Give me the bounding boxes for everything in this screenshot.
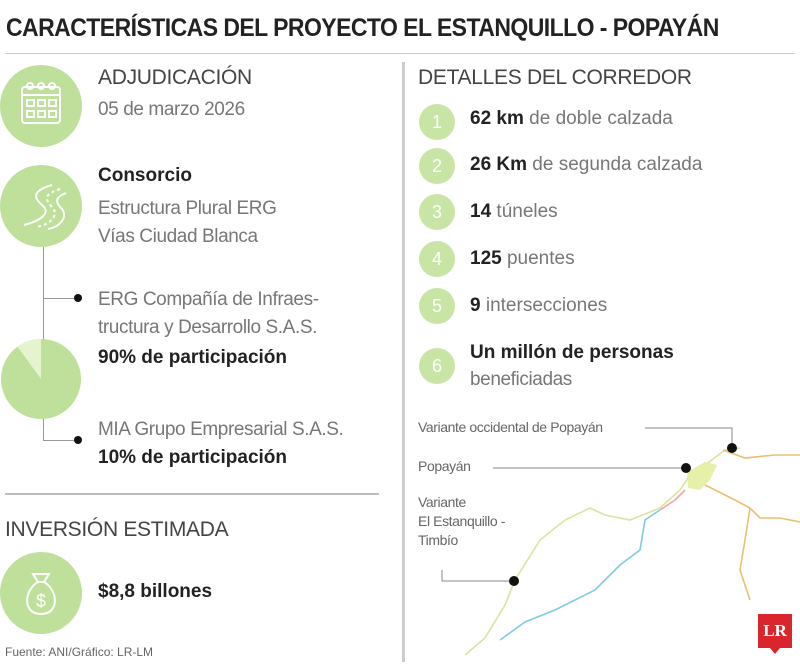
adjudicacion-date: 05 de marzo 2026	[98, 99, 245, 120]
detalle-item-4: 125 puentes	[470, 248, 575, 270]
money-bag-icon: $	[0, 552, 82, 634]
marker-popayan	[681, 463, 691, 473]
label-estanquillo-2: El Estanquillo -	[418, 513, 505, 529]
member-1-dot	[74, 294, 82, 302]
svg-text:$: $	[36, 591, 46, 611]
road-icon	[0, 165, 82, 247]
label-estanquillo-3: Timbío	[418, 532, 458, 548]
inversion-heading: INVERSIÓN ESTIMADA	[5, 518, 229, 541]
consorcio-name-line1: Estructura Plural ERG	[98, 198, 277, 219]
calendar-icon	[0, 65, 82, 147]
consorcio-heading: Consorcio	[98, 165, 192, 186]
detalle-item-2: 26 Km de segunda calzada	[470, 154, 702, 176]
item-2-bold: 26 Km	[470, 154, 528, 175]
detalles-heading: DETALLES DEL CORREDOR	[418, 66, 692, 89]
title-divider	[5, 53, 795, 54]
adjudicacion-heading: ADJUDICACIÓN	[98, 66, 252, 89]
item-5-bold: 9	[470, 295, 481, 316]
marker-estanquillo	[509, 576, 519, 586]
leader-variante-occidental	[645, 427, 733, 448]
item-6-text: beneficiadas	[470, 369, 572, 390]
marker-variante-occidental	[727, 443, 737, 453]
lr-logo-tail	[770, 648, 780, 654]
item-5-text: intersecciones	[480, 295, 608, 316]
connector-member-2	[43, 440, 79, 441]
item-number-5: 5	[419, 288, 455, 324]
item-1-bold: 62 km	[470, 108, 524, 129]
member-2-share: 10% de participación	[98, 447, 288, 468]
label-estanquillo-1: Variante	[418, 494, 466, 510]
detalle-item-1: 62 km de doble calzada	[470, 108, 673, 130]
item-number-3: 3	[419, 194, 455, 230]
member-2-dot	[74, 436, 82, 444]
member-1-name-line1: ERG Compañía de Infraes-	[98, 289, 319, 310]
item-6-bold: Un millón de personas	[470, 342, 674, 363]
column-divider	[402, 62, 405, 662]
corridor-map	[441, 427, 800, 656]
item-number-2: 2	[419, 148, 455, 184]
item-4-text: puentes	[501, 248, 575, 269]
item-number-4: 4	[419, 241, 455, 277]
road-north-east	[722, 449, 800, 459]
lr-logo-text: LR	[763, 621, 787, 640]
section-divider	[5, 493, 379, 495]
lr-logo: LR	[758, 614, 792, 648]
item-number-6: 6	[419, 348, 455, 384]
source-note: Fuente: ANI/Gráfico: LR-LM	[5, 645, 154, 659]
item-4-bold: 125	[470, 248, 502, 269]
label-popayan: Popayán	[418, 458, 471, 474]
participation-pie	[1, 338, 81, 419]
leader-estanquillo	[441, 570, 513, 582]
pie-slice-10	[17, 338, 41, 379]
popayan-urban-area	[687, 462, 717, 490]
member-1-name-line2: tructura y Desarrollo S.A.S.	[98, 317, 317, 338]
detalle-item-5: 9 intersecciones	[470, 295, 607, 317]
member-2-name: MIA Grupo Empresarial S.A.S.	[98, 419, 344, 440]
item-3-bold: 14	[470, 201, 492, 222]
item-3-text: túneles	[491, 201, 558, 222]
item-2-text: de segunda calzada	[527, 154, 703, 175]
item-number-1: 1	[419, 104, 455, 140]
connector-member-1	[43, 298, 79, 299]
inversion-value: $8,8 billones	[98, 581, 213, 602]
road-east-1	[704, 484, 800, 523]
road-east-2	[739, 507, 751, 601]
road-river-route	[499, 509, 661, 641]
page-title: CARACTERÍSTICAS DEL PROYECTO EL ESTANQUI…	[6, 14, 719, 42]
road-segment-popayan	[659, 489, 686, 511]
detalle-item-3: 14 túneles	[470, 201, 558, 223]
item-1-text: de doble calzada	[523, 108, 673, 129]
consorcio-name-line2: Vías Ciudad Blanca	[98, 226, 258, 247]
member-1-share: 90% de participación	[98, 347, 288, 368]
label-variante-occidental: Variante occidental de Popayán	[418, 419, 603, 435]
